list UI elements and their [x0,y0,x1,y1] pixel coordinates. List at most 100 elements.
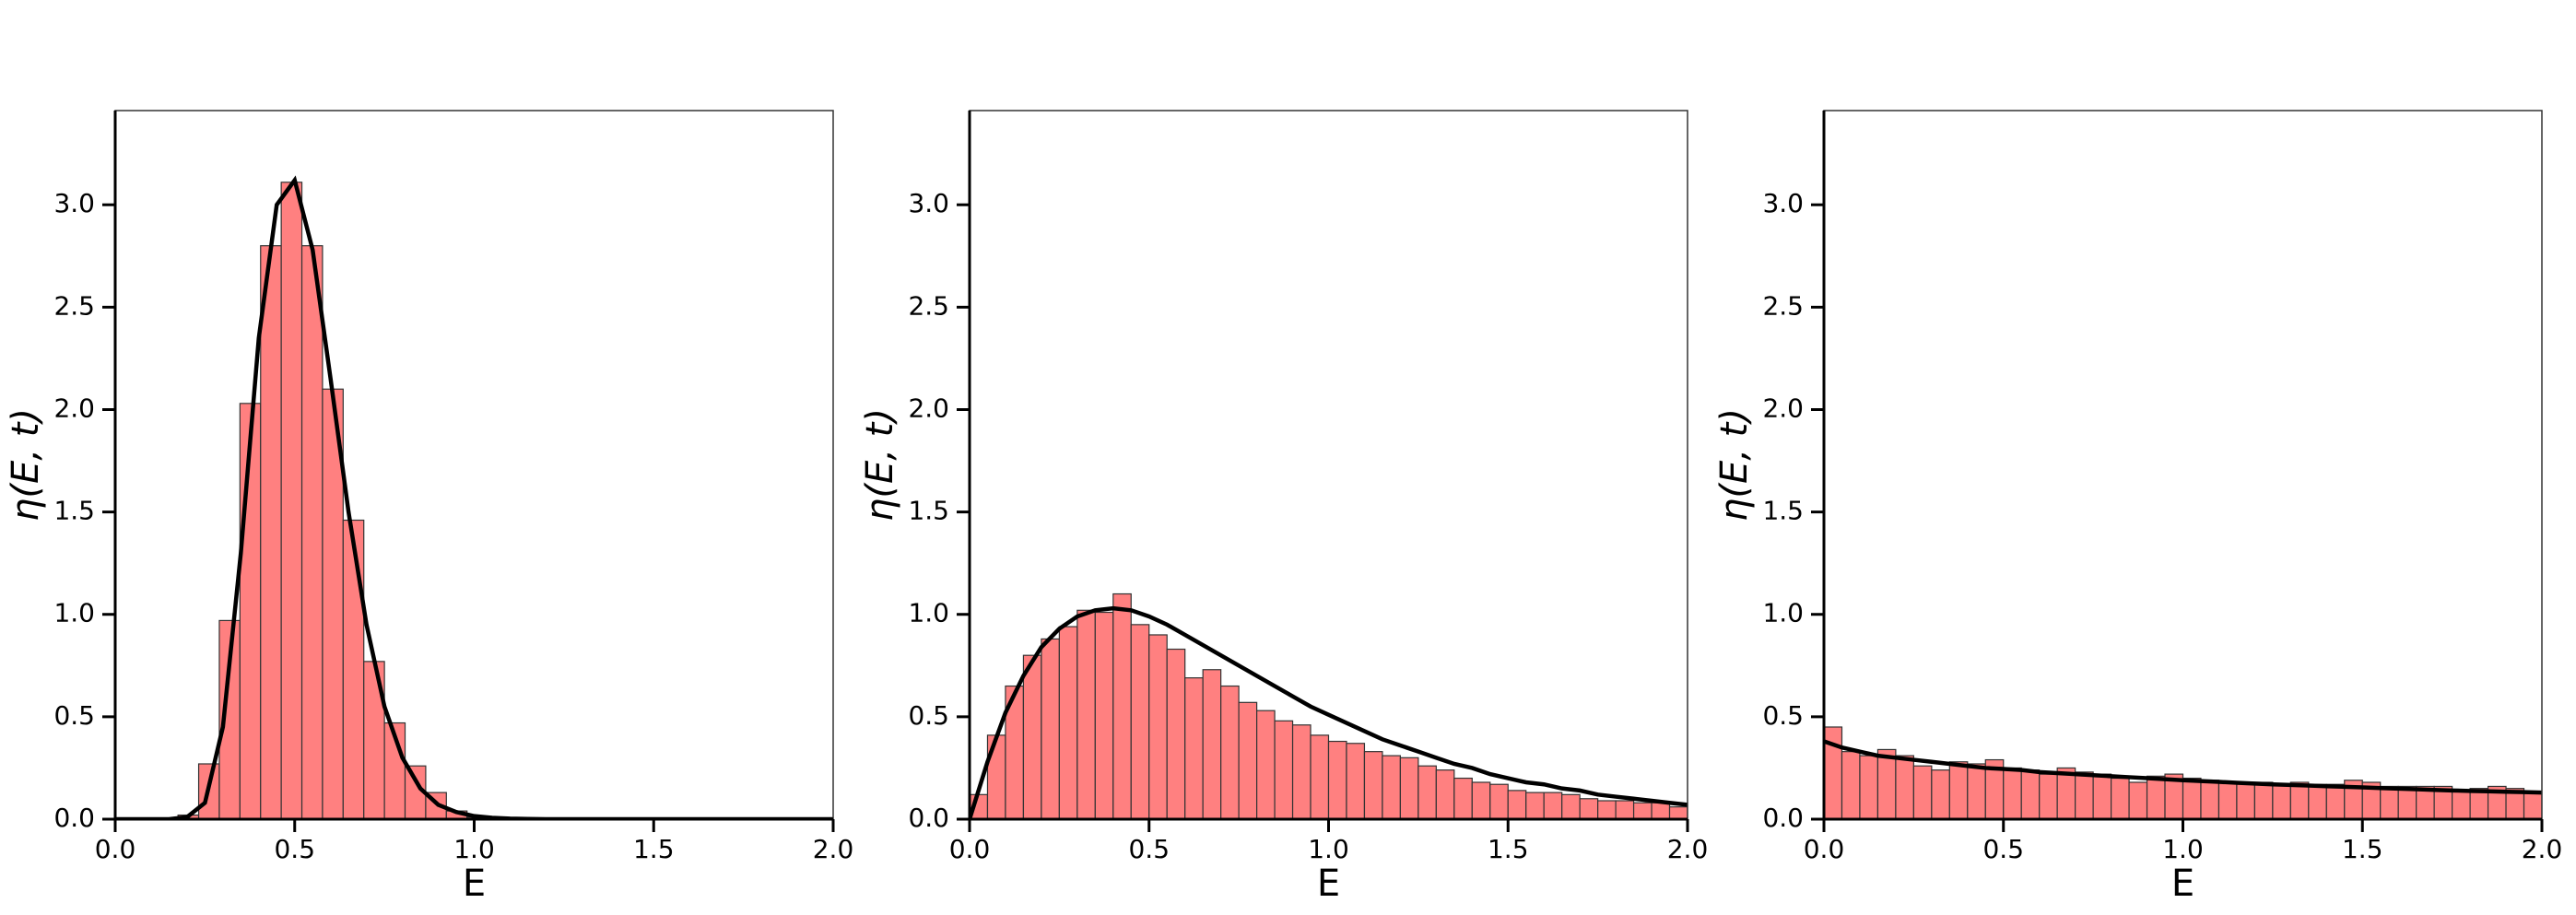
x-tick-label: 0.5 [1982,834,2024,864]
x-tick-label: 0.5 [1128,834,1170,864]
y-tick-label: 2.0 [53,393,95,423]
x-axis-label: E [1317,862,1340,905]
x-tick-label: 0.0 [1804,834,1845,864]
x-tick-label: 1.0 [2162,834,2204,864]
x-axis-label: E [2171,862,2194,905]
bar [300,245,323,819]
bar [1859,755,1879,819]
y-tick-label: 1.5 [1762,496,1804,526]
bar [2236,781,2256,819]
bar [1489,783,1509,819]
bar [1417,765,1437,819]
bar [2380,785,2399,819]
bar [1327,740,1347,819]
y-tick-label: 1.0 [53,598,95,628]
bar [2146,775,2166,819]
bar [2111,777,2130,819]
bar [1255,710,1276,819]
bar [1310,734,1330,819]
bar [1948,761,1969,819]
bar [1632,802,1653,819]
bar [239,403,262,819]
bar [2289,781,2310,819]
bar [1453,777,1473,819]
x-tick-label: 1.5 [2342,834,2383,864]
bar [1579,798,1599,819]
y-tick-label: 2.0 [1762,393,1804,423]
bar [2308,783,2327,819]
axes-frame [1823,110,2543,820]
bar [1363,751,1383,819]
x-tick-label: 2.0 [813,834,854,864]
bar [1346,743,1366,819]
y-tick-label: 0.0 [1762,803,1804,833]
y-tick-label: 1.0 [1762,598,1804,628]
bar [342,519,365,819]
bar [1651,802,1671,819]
fit-curve [115,175,833,819]
bar [2003,767,2022,819]
bar [2253,781,2274,819]
bar [1076,609,1096,819]
bar [1166,648,1186,819]
bar [1058,626,1078,819]
bar [986,734,1006,819]
y-tick-label: 1.5 [53,496,95,526]
bar [1382,755,1402,819]
y-tick-label: 3.0 [1762,188,1804,218]
bar [260,245,282,819]
bar [1148,634,1168,819]
bar [2272,783,2291,819]
bar [1668,806,1688,819]
x-axis-label: E [463,862,486,905]
bar [1041,638,1060,819]
x-tick-label: 1.0 [1308,834,1349,864]
bar [1561,793,1581,819]
bar [2325,783,2346,819]
y-tick-label: 0.5 [908,700,949,731]
bar [1876,748,1897,819]
y-tick-label: 0.5 [53,700,95,731]
bar [1274,720,1294,819]
bar [1931,769,1950,819]
y-tick-label: 0.0 [53,803,95,833]
y-tick-label: 1.0 [908,598,949,628]
y-axis-label: η(E, t) [1713,408,1756,522]
bar [1112,592,1132,819]
bar [2039,773,2058,819]
x-tick-label: 0.0 [95,834,136,864]
bar [1238,701,1258,819]
y-tick-label: 1.5 [908,496,949,526]
fit-curve [970,605,1688,819]
bar [2182,777,2202,819]
bar [1543,792,1563,819]
bar [1130,624,1150,819]
bar [1895,755,1914,819]
x-tick-label: 2.0 [1667,834,1709,864]
x-tick-label: 1.5 [633,834,675,864]
bar [1912,765,1933,819]
bar [2452,790,2471,819]
bar [2523,792,2542,819]
bar [2128,781,2148,819]
x-tick-label: 1.0 [453,834,495,864]
bar [2200,780,2220,819]
bar [1471,781,1491,819]
x-tick-label: 2.0 [2522,834,2563,864]
bar [2217,781,2238,819]
bar [1094,611,1114,819]
bar [1399,757,1419,819]
y-tick-label: 2.5 [53,290,95,321]
y-axis-label: η(E, t) [859,408,901,522]
y-tick-label: 2.5 [908,290,949,321]
y-tick-label: 3.0 [908,188,949,218]
bar [1615,800,1635,819]
y-tick-label: 3.0 [53,188,95,218]
bar [2397,785,2417,819]
y-tick-label: 2.5 [1762,290,1804,321]
bar [1435,769,1455,819]
y-axis-label: η(E, t) [5,408,47,522]
y-tick-label: 0.5 [1762,700,1804,731]
